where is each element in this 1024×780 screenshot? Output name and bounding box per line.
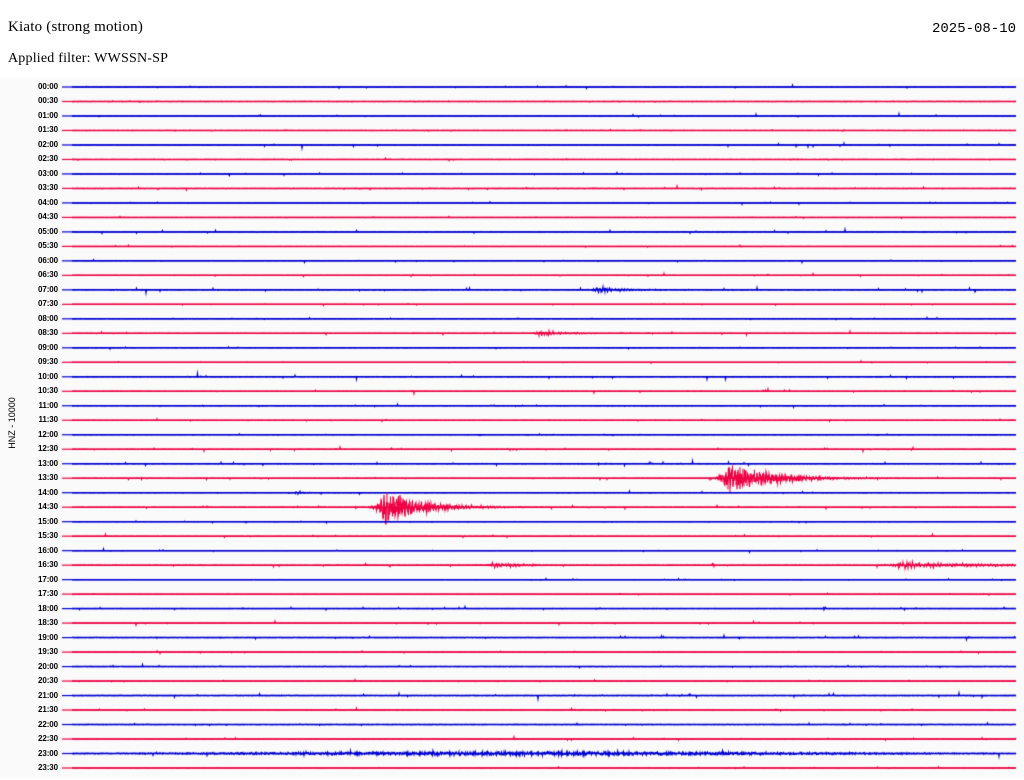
time-tick-label: 22:30 (38, 734, 58, 744)
time-tick-label: 11:00 (38, 400, 58, 410)
time-tick-label: 06:00 (38, 255, 58, 265)
applied-filter-label: Applied filter: WWSSN-SP (8, 51, 169, 66)
time-tick-label: 04:30 (38, 212, 58, 222)
seismic-trace-canvas (0, 78, 1024, 778)
time-tick-label: 09:30 (38, 357, 58, 367)
time-tick-label: 14:00 (38, 487, 58, 497)
time-tick-label: 13:30 (38, 473, 58, 483)
time-tick-label: 21:00 (38, 690, 58, 700)
time-tick-label: 08:30 (38, 328, 58, 338)
time-tick-label: 14:30 (38, 502, 58, 512)
y-axis-label: HNZ - 10000 (7, 397, 17, 449)
time-tick-label: 09:00 (38, 342, 58, 352)
time-tick-label: 18:00 (38, 603, 58, 613)
time-tick-label: 00:30 (38, 96, 58, 106)
helicorder-plot: 00:00 00:30 01:00 01:30 02:00 02:30 03:00 03:30… (0, 78, 1024, 778)
time-tick-label: 16:00 (38, 545, 58, 555)
time-tick-label: 10:30 (38, 386, 58, 396)
time-tick-label: 20:30 (38, 676, 58, 686)
time-tick-label: 15:00 (38, 516, 58, 526)
time-tick-label: 01:00 (38, 110, 58, 120)
time-tick-label: 17:00 (38, 574, 58, 584)
time-tick-label: 08:00 (38, 313, 58, 323)
time-tick-label: 05:30 (38, 241, 58, 251)
time-tick-label: 17:30 (38, 589, 58, 599)
time-tick-label: 15:30 (38, 531, 58, 541)
time-tick-label: 19:00 (38, 632, 58, 642)
time-tick-label: 16:30 (38, 560, 58, 570)
time-tick-label: 21:30 (38, 705, 58, 715)
time-tick-label: 18:30 (38, 618, 58, 628)
time-tick-label: 01:30 (38, 125, 58, 135)
time-tick-label: 20:00 (38, 661, 58, 671)
time-tick-label: 11:30 (38, 415, 58, 425)
page-title: Kiato (strong motion) (8, 19, 144, 35)
time-tick-label: 13:00 (38, 458, 58, 468)
time-tick-label: 04:00 (38, 197, 58, 207)
time-tick-label: 03:30 (38, 183, 58, 193)
time-tick-label: 05:00 (38, 226, 58, 236)
time-tick-label: 12:00 (38, 429, 58, 439)
time-tick-label: 02:30 (38, 154, 58, 164)
time-tick-label: 10:00 (38, 371, 58, 381)
time-tick-label: 12:30 (38, 444, 58, 454)
time-tick-label: 00:00 (38, 82, 58, 91)
time-tick-label: 19:30 (38, 647, 58, 657)
time-tick-label: 23:00 (38, 748, 58, 758)
time-tick-label: 07:30 (38, 299, 58, 309)
time-tick-label: 06:30 (38, 270, 58, 280)
time-tick-label: 22:00 (38, 719, 58, 729)
time-tick-label: 03:00 (38, 168, 58, 178)
time-tick-label: 23:30 (38, 763, 58, 772)
time-tick-label: 02:00 (38, 139, 58, 149)
time-tick-label: 07:00 (38, 284, 58, 294)
time-axis-labels: 00:00 00:30 01:00 01:30 02:00 02:30 03:00 03:30… (0, 78, 72, 778)
record-date: 2025-08-10 (931, 21, 1016, 37)
